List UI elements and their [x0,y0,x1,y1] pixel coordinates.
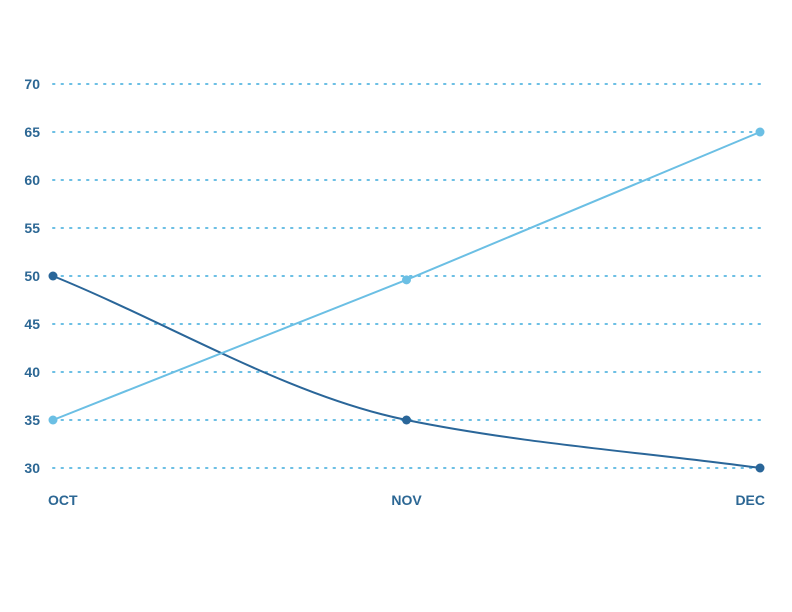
data-point [402,275,411,285]
y-tick-label: 40 [24,364,40,380]
data-point [755,127,765,137]
x-tick-label: DEC [735,492,765,508]
y-tick-label: 60 [24,172,40,188]
y-tick-label: 35 [24,412,40,428]
data-point [755,463,765,473]
y-tick-label: 30 [24,460,40,476]
x-tick-label: OCT [48,492,78,508]
y-tick-label: 45 [24,316,40,332]
y-tick-label: 50 [24,268,40,284]
y-tick-label: 70 [24,76,40,92]
x-tick-label: NOV [391,492,422,508]
data-point [402,415,411,425]
data-point [48,271,58,281]
y-tick-label: 65 [24,124,40,140]
y-tick-label: 55 [24,220,40,236]
data-point [48,415,58,425]
series-line-1 [52,275,761,469]
